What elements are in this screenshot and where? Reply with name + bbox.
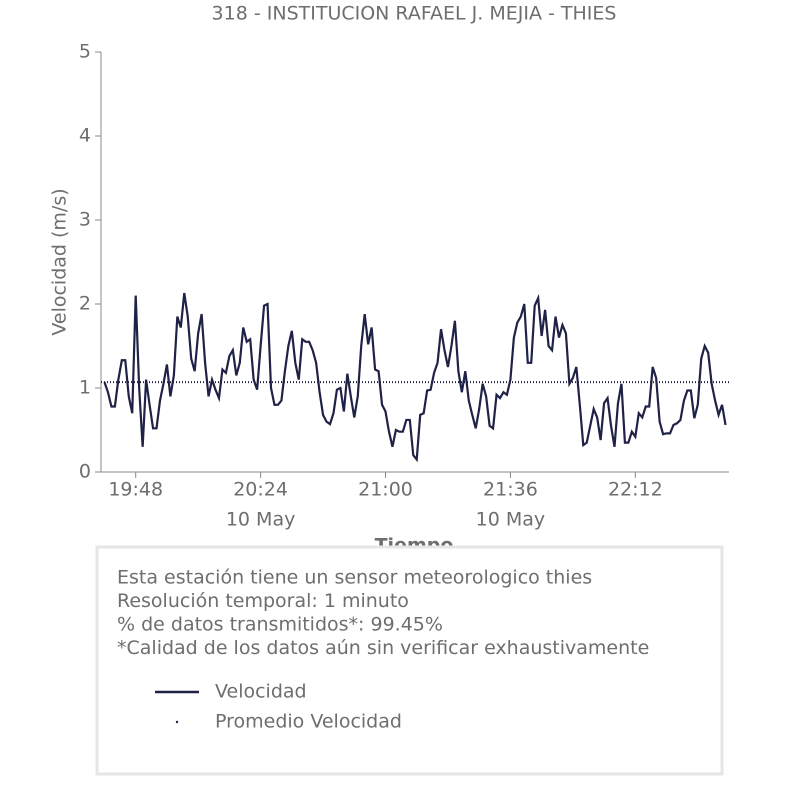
- x-tick-date: 10 May: [226, 509, 296, 531]
- legend-swatch: [175, 720, 179, 724]
- x-tick-label: 22:12: [608, 479, 663, 501]
- x-tick-label: 20:24: [233, 479, 288, 501]
- legend-label: Promedio Velocidad: [215, 711, 402, 733]
- x-tick-label: 21:36: [483, 479, 538, 501]
- y-tick-label: 5: [79, 41, 91, 63]
- info-box: [95, 545, 724, 776]
- x-tick-label: 19:48: [108, 479, 163, 501]
- x-tick-date: 10 May: [476, 509, 546, 531]
- info-text: Esta estación tiene un sensor meteorolog…: [117, 567, 592, 589]
- y-tick-label: 1: [79, 377, 91, 399]
- y-tick-label: 0: [79, 461, 91, 483]
- info-text: % de datos transmitidos*: 99.45%: [117, 614, 443, 636]
- data-line: [103, 292, 727, 463]
- y-tick-label: 4: [79, 125, 91, 147]
- chart-title: 318 - INSTITUCION RAFAEL J. MEJIA - THIE…: [212, 3, 617, 25]
- y-axis-label: Velocidad (m/s): [49, 188, 71, 335]
- x-tick-label: 21:00: [358, 479, 413, 501]
- legend-label: Velocidad: [215, 681, 307, 703]
- info-text: Resolución temporal: 1 minuto: [117, 590, 409, 612]
- y-tick-label: 2: [79, 293, 91, 315]
- y-tick-label: 3: [79, 209, 91, 231]
- info-text: *Calidad de los datos aún sin verificar …: [117, 637, 649, 659]
